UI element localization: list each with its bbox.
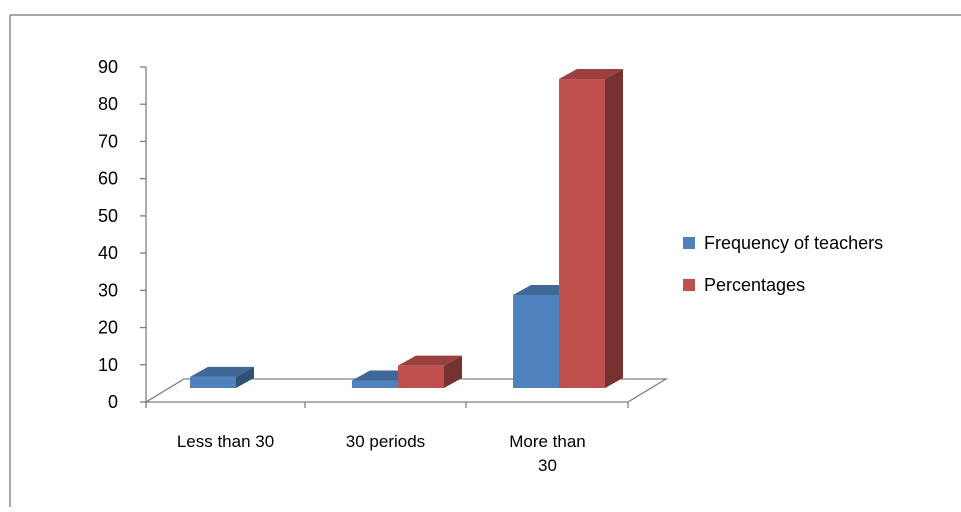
bar-top-face: [398, 355, 462, 366]
bar-front-face: [352, 380, 398, 388]
x-category-label: More than: [509, 432, 586, 451]
bar-top-face: [559, 69, 623, 80]
x-category-label: 30 periods: [346, 432, 425, 451]
legend: Frequency of teachers Percentages: [683, 233, 883, 295]
legend-swatch: [683, 237, 695, 249]
bar-frequency: [190, 366, 254, 388]
y-tick-label: 90: [98, 57, 118, 77]
bar-front-face: [398, 365, 444, 388]
x-category-label: 30: [538, 456, 557, 475]
legend-label: Percentages: [704, 275, 805, 295]
bar-percentage: [398, 355, 462, 388]
x-category-label: Less than 30: [177, 432, 274, 451]
y-tick-label: 60: [98, 169, 118, 189]
bar-front-face: [559, 79, 605, 389]
bar-percentage: [559, 69, 623, 389]
y-tick-label: 10: [98, 355, 118, 375]
y-tick-label: 30: [98, 280, 118, 300]
legend-label: Frequency of teachers: [704, 233, 883, 253]
y-tick-label: 0: [108, 392, 118, 412]
y-tick-label: 70: [98, 131, 118, 151]
y-tick-label: 40: [98, 243, 118, 263]
y-tick-label: 80: [98, 94, 118, 114]
bar-side-face: [444, 355, 462, 388]
bar-front-face: [190, 376, 236, 388]
y-tick-label: 50: [98, 206, 118, 226]
legend-swatch: [683, 279, 695, 291]
bar-top-face: [190, 366, 254, 377]
y-axis: 0 10 20 30 40 50 60 70 80 90: [98, 57, 147, 412]
bars: [190, 69, 623, 389]
bar-side-face: [236, 366, 254, 388]
x-axis: Less than 30 30 periods More than 30: [177, 432, 586, 475]
chart-frame: [9, 14, 961, 507]
y-tick-label: 20: [98, 318, 118, 338]
bar-front-face: [513, 294, 559, 388]
bar-side-face: [605, 69, 623, 389]
